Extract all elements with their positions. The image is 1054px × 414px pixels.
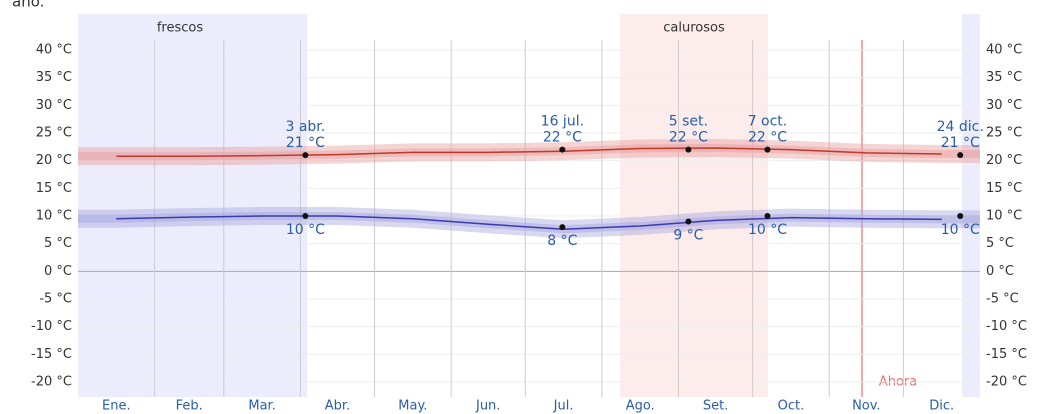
annotation-point [559,146,566,153]
x-tick-label: Set. [703,399,728,414]
annotation-point [685,218,692,225]
y-tick-label: 10 °C [36,209,72,224]
x-tick-label: May. [398,399,427,414]
y-tick-label: 25 °C [36,126,72,141]
y2-tick-label: 30 °C [986,98,1022,113]
annotation-value: 8 °C [547,233,577,249]
series-line [116,147,942,157]
x-tick-label: Jun. [475,399,500,414]
annotation-value: 10 °C [941,222,980,238]
annotation-point [764,146,771,153]
annotation-point [559,224,566,231]
x-tick-label: Jul. [553,399,574,414]
annotation-point [302,152,309,159]
y2-tick-label: -20 °C [986,374,1027,389]
annotation-value: 10 °C [286,222,325,238]
y2-tick-label: 35 °C [986,70,1022,85]
y2-tick-label: -15 °C [986,347,1027,362]
x-tick-label: Dic. [929,399,954,414]
cool-band [962,14,980,397]
warm-band [620,14,768,397]
x-tick-label: Mar. [248,399,275,414]
y2-tick-label: 0 °C [986,264,1014,279]
y-tick-label: 20 °C [36,153,72,168]
y2-tick-label: 20 °C [986,153,1022,168]
y-tick-label: -15 °C [31,347,72,362]
x-tick-label: Feb. [176,399,203,414]
annotation-date: 3 abr. [285,119,325,135]
annotation-point [685,146,692,153]
x-tick-label: Oct. [778,399,805,414]
annotation-point [957,213,964,219]
x-tick-label: Ago. [626,399,655,414]
y-tick-label: 30 °C [36,98,72,113]
y2-tick-label: 25 °C [986,126,1022,141]
series-line [116,215,942,231]
annotation-value: 22 °C [748,130,787,146]
top-text: año. [12,0,44,11]
y2-tick-label: -5 °C [986,291,1019,306]
annotation-value: 22 °C [669,130,708,146]
annotation-value: 21 °C [941,135,980,151]
x-tick-label: Abr. [325,399,350,414]
y2-tick-label: 10 °C [986,209,1022,224]
band-label: frescos [157,21,204,36]
y2-tick-label: 40 °C [986,43,1022,58]
annotation-date: 16 jul. [541,114,584,130]
annotation-date: 5 set. [669,114,708,130]
annotation-date: 7 oct. [748,114,788,130]
annotation-value: 9 °C [673,228,703,244]
y-tick-label: 15 °C [36,181,72,196]
x-tick-label: Nov. [852,399,881,414]
y-tick-label: 0 °C [44,264,72,279]
annotation-value: 22 °C [543,130,582,146]
annotation-point [957,152,964,159]
y-tick-label: -10 °C [31,319,72,334]
annotation-date: 24 dic. [937,119,984,135]
annotation-value: 21 °C [286,135,325,151]
annotation-point [764,213,771,219]
y2-tick-label: -10 °C [986,319,1027,334]
band-label: calurosos [663,21,725,36]
y-tick-label: 5 °C [44,236,72,251]
annotation-point [302,213,309,219]
annotation-value: 10 °C [748,222,787,238]
cool-band [78,14,307,397]
y-tick-label: 35 °C [36,70,72,85]
y2-tick-label: 5 °C [986,236,1014,251]
x-tick-label: Ene. [102,399,131,414]
y-tick-label: -5 °C [39,291,72,306]
y-tick-label: -20 °C [31,374,72,389]
y2-tick-label: 15 °C [986,181,1022,196]
y-tick-label: 40 °C [36,43,72,58]
